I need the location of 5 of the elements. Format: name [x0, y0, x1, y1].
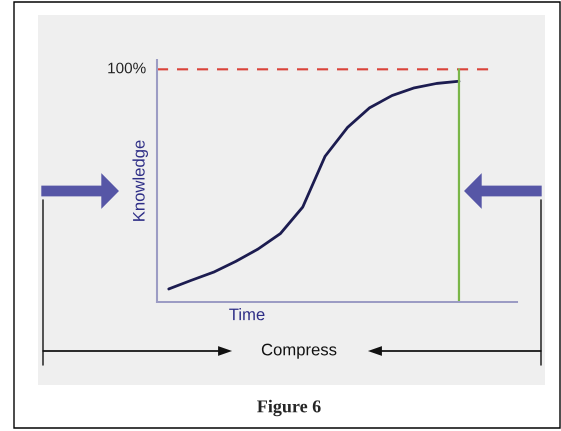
text: 100%: [108, 62, 146, 74]
caption: Figure 6: [257, 400, 321, 416]
text: Compress: [262, 344, 336, 359]
x-axis-title: Time: [229, 308, 264, 320]
y-axis-title: Knowledge: [132, 140, 148, 221]
